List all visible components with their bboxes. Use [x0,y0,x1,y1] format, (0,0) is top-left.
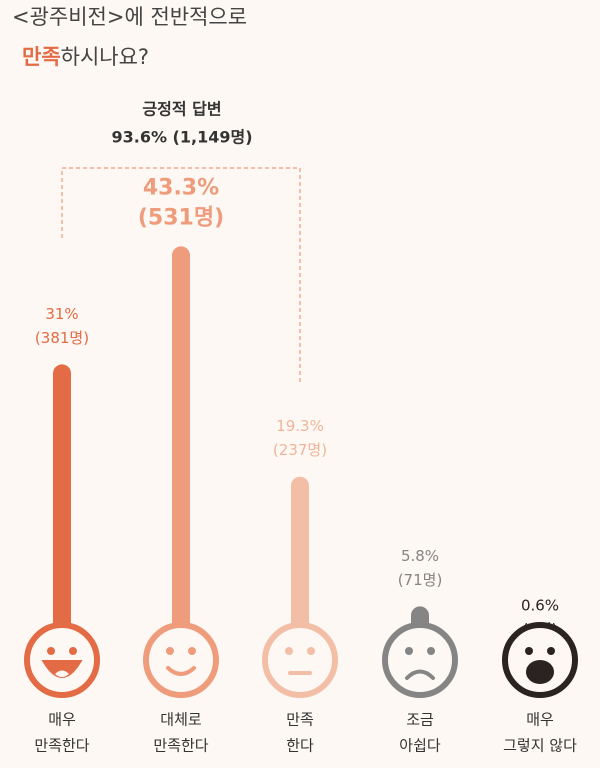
face-eye [69,647,77,655]
value-label: (381명) [35,329,89,347]
face-eye [307,647,315,655]
x-tick-label: 한다 [286,737,314,755]
face-eye [188,647,196,655]
value-label: (531명) [138,205,224,230]
x-tick-label: 만족 [286,711,314,729]
x-tick-label: 조금 [406,711,434,729]
face-eye [427,647,435,655]
annotation: 긍정적 답변 [142,100,221,119]
face-tongue [55,670,69,677]
face-mouth [526,660,554,684]
chart-title: <광주비전>에 전반적으로 [12,5,247,29]
face [262,622,338,698]
value-label: (237명) [273,441,327,459]
face-mouth [405,669,435,680]
face-eye [47,647,55,655]
subtitle-rest: 하시나요? [61,45,149,69]
face-eye [525,647,533,655]
bar [53,364,71,662]
face [143,622,219,698]
x-tick-label: 그렇지 않다 [503,737,577,755]
face-eye [547,647,555,655]
value-label: 19.3% [276,417,324,435]
value-label: (71명) [398,571,443,589]
face-eye [166,647,174,655]
x-tick-label: 만족한다 [34,737,89,755]
value-label: 31% [45,305,78,323]
face-eye [405,647,413,655]
x-tick-label: 대체로 [160,711,202,729]
face-mouth [166,666,196,676]
value-label: 43.3% [143,175,219,200]
annotation: 93.6% (1,149명) [111,128,252,147]
subtitle-highlight: 만족 [22,45,61,69]
x-tick-label: 만족한다 [153,737,208,755]
value-label: 5.8% [401,547,439,565]
x-tick-label: 매우 [48,711,76,729]
chart-subtitle: 만족하시나요? [22,45,149,69]
value-label: 0.6% [521,597,559,615]
bracket [61,167,301,385]
face [382,622,458,698]
bar [291,476,309,662]
x-tick-label: 매우 [526,711,554,729]
bar [172,246,190,662]
x-tick-label: 아쉽다 [399,737,441,755]
face-eye [285,647,293,655]
